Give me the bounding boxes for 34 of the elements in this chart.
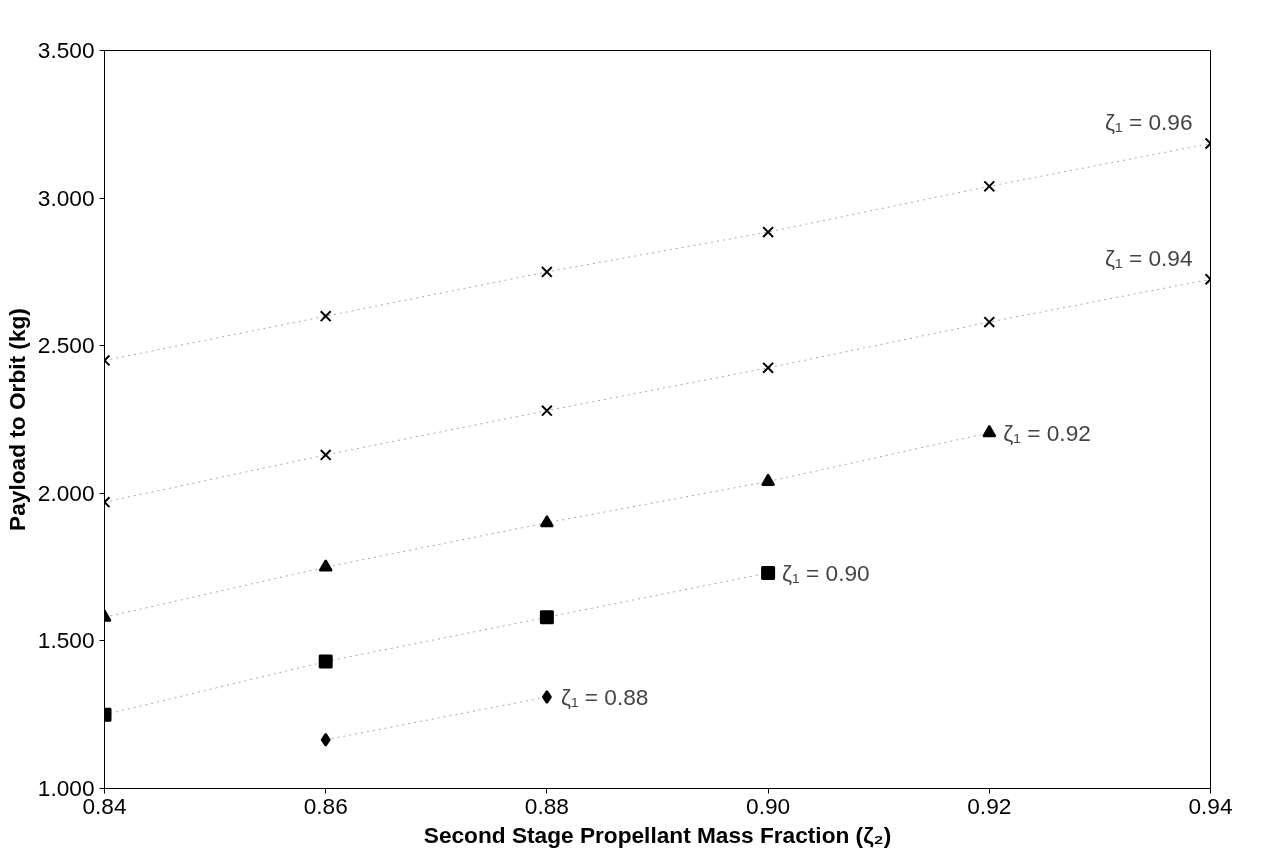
x-tick-label: 0.90: [746, 792, 791, 819]
point: [983, 180, 996, 193]
point: [318, 559, 333, 572]
point: [983, 316, 996, 329]
y-axis-title: Payload to Orbit (kg): [3, 308, 30, 531]
point: [319, 310, 332, 323]
x-tick-label: 0.88: [524, 792, 569, 819]
point: [539, 610, 554, 625]
x-tick-label: 0.94: [1188, 792, 1233, 819]
point: [539, 514, 554, 528]
point: [761, 566, 776, 580]
x-axis-title: Second Stage Propellant Mass Fraction (ζ₂): [423, 821, 892, 848]
point: [761, 473, 776, 486]
point: [762, 226, 775, 238]
point: [540, 265, 553, 278]
y-tick-label: 2.000: [37, 479, 95, 506]
y-tick-label: 2.500: [37, 332, 95, 359]
x-tick-label: 0.92: [967, 792, 1012, 819]
point: [982, 424, 997, 438]
point: [540, 404, 553, 417]
point: [762, 361, 775, 374]
y-tick-label: 1.500: [37, 627, 95, 654]
point: [319, 448, 332, 461]
point: [320, 732, 331, 747]
series-label: ζ₁ = 0.96: [1104, 109, 1193, 136]
series-label: ζ₁ = 0.88: [560, 683, 649, 710]
x-tick-label: 0.86: [303, 792, 348, 819]
series-label: ζ₁ = 0.92: [1003, 419, 1091, 446]
series-label: ζ₁ = 0.90: [782, 560, 870, 586]
y-tick-label: 3.000: [37, 184, 95, 211]
point: [541, 689, 552, 704]
series-label: ζ₁ = 0.94: [1104, 245, 1193, 272]
y-tick-label: 3.500: [37, 37, 95, 63]
point: [318, 654, 333, 669]
